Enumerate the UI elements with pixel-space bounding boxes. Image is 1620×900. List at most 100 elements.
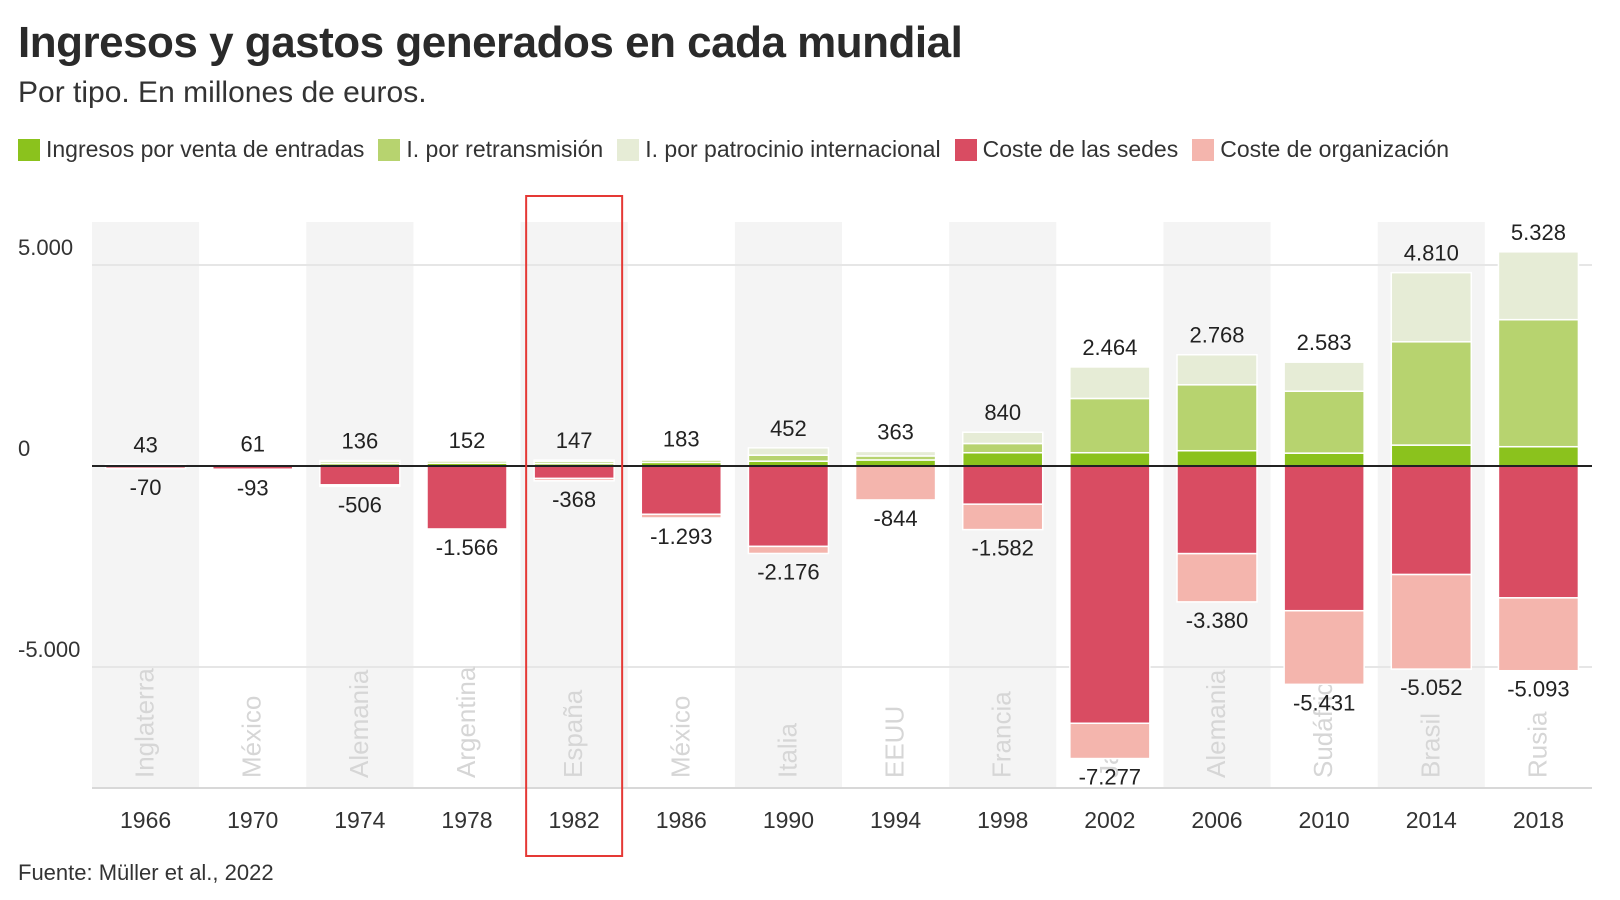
x-tick-label: 2018 <box>1513 807 1564 833</box>
host-label: Alemania <box>1201 669 1231 778</box>
x-tick-label: 1990 <box>763 807 814 833</box>
bar-organization-1986 <box>640 513 723 519</box>
x-axis: 1966 1970 1974 1978 1982 1986 1990 1994 1998 2002… <box>120 807 1564 833</box>
bar-venues-2006 <box>1176 465 1258 555</box>
total-negative-label: -1.293 <box>650 524 712 549</box>
legend-label-broadcast: I. por retransmisión <box>406 136 604 162</box>
total-positive-label: 5.328 <box>1511 220 1566 245</box>
legend-label-organization: Coste de organización <box>1220 136 1450 162</box>
x-tick-label: 1966 <box>120 807 171 833</box>
total-negative-label: -1.582 <box>972 536 1034 561</box>
total-negative-label: -844 <box>874 506 918 531</box>
total-negative-label: -506 <box>338 492 382 517</box>
bars <box>104 251 1580 760</box>
total-positive-label: 363 <box>877 419 914 444</box>
x-tick-label: 2002 <box>1084 807 1135 833</box>
legend-label-ticket: Ingresos por venta de entradas <box>46 136 365 162</box>
bar-organization-1990 <box>747 545 830 555</box>
x-tick-label: 1994 <box>870 807 921 833</box>
total-negative-label: -7.277 <box>1079 765 1141 790</box>
bar-organization-1982 <box>533 477 615 482</box>
bar-broadcast-2010 <box>1283 390 1365 454</box>
host-label: Inglaterra <box>130 668 160 778</box>
legend: Ingresos por venta de entradas I. por re… <box>18 136 1449 163</box>
host-label: Alemania <box>344 669 374 778</box>
total-positive-label: 452 <box>770 416 807 441</box>
total-negative-label: -5.431 <box>1293 690 1355 715</box>
stripe-1966 <box>92 222 200 788</box>
bar-venues-2018 <box>1497 465 1580 599</box>
total-positive-label: 2.768 <box>1189 323 1244 348</box>
x-tick-label: 1998 <box>977 807 1028 833</box>
bar-sponsorship-1990 <box>747 447 830 456</box>
total-negative-label: -3.380 <box>1186 608 1248 633</box>
bar-organization-1994 <box>854 465 937 501</box>
bar-ticket-2018 <box>1497 445 1580 467</box>
host-label: Argentina <box>451 666 481 778</box>
bar-broadcast-2006 <box>1176 384 1258 452</box>
total-positive-label: 61 <box>240 432 264 457</box>
bar-broadcast-2002 <box>1069 397 1151 454</box>
host-label: EEUU <box>880 706 910 778</box>
bar-venues-1982 <box>533 465 615 480</box>
bar-sponsorship-1974 <box>319 459 401 463</box>
bar-organization-2018 <box>1497 597 1580 672</box>
bar-organization-1974 <box>319 484 401 488</box>
bar-sponsorship-2002 <box>1069 366 1151 400</box>
bar-ticket-2014 <box>1390 444 1473 467</box>
total-positive-label: 840 <box>984 400 1021 425</box>
bar-organization-2010 <box>1283 609 1365 686</box>
bar-venues-1998 <box>961 465 1044 505</box>
bar-broadcast-2018 <box>1497 318 1580 448</box>
total-positive-label: 43 <box>133 432 157 457</box>
legend-item-organization: Coste de organización <box>1192 136 1449 163</box>
chart-title: Ingresos y gastos generados en cada mund… <box>18 18 963 67</box>
bar-broadcast-1990 <box>747 454 830 462</box>
total-positive-label: 2.583 <box>1297 330 1352 355</box>
bar-ticket-2010 <box>1283 452 1365 467</box>
host-label: Brasil <box>1415 713 1445 778</box>
bar-venues-1990 <box>747 465 830 548</box>
legend-swatch-venues <box>954 138 977 161</box>
y-axis: 5.000 0 -5.000 <box>18 235 80 662</box>
highlight <box>525 195 624 857</box>
host-label: Italia <box>772 723 802 778</box>
bar-sponsorship-2006 <box>1176 353 1258 386</box>
bar-sponsorship-1994 <box>854 450 937 457</box>
legend-item-venues: Coste de las sedes <box>954 136 1178 163</box>
x-tick-label: 2006 <box>1191 807 1242 833</box>
bar-venues-1978 <box>426 465 508 530</box>
bar-venues-1986 <box>640 465 723 515</box>
x-tick-label: 1978 <box>441 807 492 833</box>
total-positive-label: 4.810 <box>1404 241 1459 266</box>
total-positive-label: 2.464 <box>1082 335 1137 360</box>
host-label: España <box>558 689 588 778</box>
bar-venues-1974 <box>319 465 401 486</box>
bar-sponsorship-2018 <box>1497 251 1580 321</box>
legend-swatch-sponsorship <box>617 138 640 161</box>
total-negative-label: -1.566 <box>436 535 498 560</box>
bar-sponsorship-2010 <box>1283 361 1365 392</box>
highlight-box-1982 <box>525 195 624 857</box>
bar-venues-2014 <box>1390 465 1473 576</box>
legend-swatch-ticket <box>18 138 40 161</box>
y-tick-label: -5.000 <box>18 637 80 662</box>
stripe-1974 <box>306 222 414 788</box>
bar-venues-2010 <box>1283 465 1365 612</box>
legend-item-broadcast: I. por retransmisión <box>378 136 603 163</box>
y-tick-label: 5.000 <box>18 235 73 260</box>
chart-subtitle: Por tipo. En millones de euros. <box>18 76 427 109</box>
total-negative-label: -93 <box>237 476 269 501</box>
host-label: Francia <box>987 691 1017 778</box>
total-positive-label: 147 <box>556 428 593 453</box>
y-tick-label: 0 <box>18 436 30 461</box>
total-positive-label: 183 <box>663 427 700 452</box>
total-positive-label: 152 <box>449 428 486 453</box>
bar-organization-2002 <box>1069 722 1151 760</box>
total-negative-label: -368 <box>552 487 596 512</box>
x-tick-label: 1974 <box>334 807 385 833</box>
host-label: Sudáfrica <box>1308 668 1338 778</box>
bar-broadcast-1998 <box>961 442 1044 454</box>
host-label: México <box>665 696 695 778</box>
legend-label-sponsorship: I. por patrocinio internacional <box>645 136 941 162</box>
